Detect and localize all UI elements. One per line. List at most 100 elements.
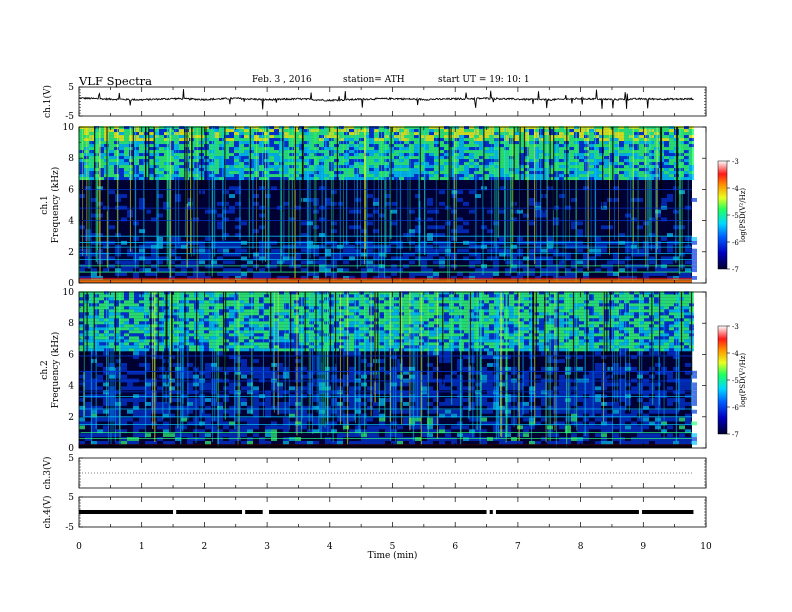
ch2-spectrogram-cell: [129, 339, 134, 343]
ch1-spectrogram-cell: [235, 252, 241, 257]
ch1-spectrogram-cell: [269, 153, 274, 157]
ch1-spectrogram-cell: [373, 197, 379, 202]
ch1-spectrogram-cell: [409, 174, 414, 178]
ch1-spectrogram-cell: [169, 147, 174, 151]
ch1-spectrogram-cell: [487, 268, 493, 273]
ch2-spectrogram-cell: [434, 336, 439, 340]
ch1-spectrogram-cell: [669, 156, 674, 160]
ch1-spectrogram-cell: [299, 174, 304, 178]
ch2-spectrogram-cell: [404, 333, 409, 337]
ch1-spectrogram-cell: [121, 194, 127, 198]
ch1-spectrogram-cell: [594, 135, 599, 139]
ch2-spectrogram-cell: [204, 297, 209, 301]
ch2-spectrogram-cell: [239, 312, 244, 316]
ch2-spectrogram-cell: [489, 315, 494, 319]
ch1-spectrogram-cell: [235, 268, 241, 273]
ch1-spectrogram-cell: [464, 144, 469, 148]
ch2-spectrogram-cell: [409, 327, 414, 331]
ch2-spectrogram-cell: [79, 333, 84, 337]
ch1-spectrogram-cell: [224, 138, 229, 142]
ch1-spectrogram-cell: [579, 144, 584, 148]
ch1-spectrogram-cell: [194, 177, 199, 181]
ch1-spectrogram-cell: [429, 135, 434, 139]
ch1-spectrogram-cell: [264, 168, 269, 172]
ch1-spectrogram-cell: [559, 177, 564, 181]
ch1-spectrogram-cell: [384, 132, 389, 136]
ch1-spectrogram-cell: [119, 147, 124, 151]
ch2-spectrogram-cell: [489, 342, 494, 346]
station-label: station= ATH: [343, 75, 405, 85]
ch1-spectrogram-cell: [299, 171, 304, 175]
ch1-spectrogram-cell: [579, 174, 584, 178]
ch1-spectrogram-cell: [639, 168, 644, 172]
ch1-spectrogram-cell: [504, 147, 509, 151]
ch1-spectrogram-cell: [475, 268, 481, 273]
ch2-spectrogram-cell: [414, 327, 419, 331]
ch1-spectrogram-cell: [439, 159, 444, 163]
ch1-spectrogram-cell: [629, 129, 634, 133]
ch1-spectrogram-cell: [493, 272, 499, 276]
ch1-spectrogram-cell: [414, 132, 419, 136]
ch1-spectrogram-cell: [319, 138, 324, 142]
ch1-spectrogram-cell: [219, 171, 224, 175]
ch2-spectrogram-cell: [389, 315, 394, 319]
ch1-spectrogram-cell: [539, 153, 544, 157]
ch1-spectrogram-cell: [134, 162, 139, 166]
ch2-spectrogram-cell: [329, 321, 334, 325]
ch1-spectrogram-cell: [259, 171, 264, 175]
ch1-spectrogram-cell: [294, 153, 299, 157]
ch2-spectrogram-cell: [264, 297, 269, 301]
ch1-spectrogram-cell: [229, 159, 234, 163]
ch1-spectrogram-cell: [103, 268, 109, 273]
ch1-spectrogram-cell: [589, 135, 594, 139]
ch1-spectrogram-cell: [614, 126, 619, 130]
ch2-spectrogram-cell: [439, 339, 444, 343]
ch1-spectrogram-cell: [229, 126, 234, 130]
ch2-spectrogram-cell: [114, 321, 119, 325]
ch1-spectrogram-cell: [579, 165, 584, 169]
ch1-spectrogram-cell: [139, 150, 144, 154]
ch2-spectrogram-cell: [374, 297, 379, 301]
ch1-spectrogram-cell: [679, 156, 684, 160]
ch1-spectrogram-cell: [444, 168, 449, 172]
ch2-spectrogram-cell: [514, 327, 519, 331]
ch1-spectrogram-cell: [415, 229, 421, 234]
ch1-spectrogram-cell: [637, 225, 643, 230]
ch1-spectrogram-cell: [509, 177, 514, 181]
ch1-spectrogram-cell: [205, 209, 211, 214]
ch2-spectrogram-cell: [264, 345, 269, 349]
ch1-spectrogram-cell: [439, 138, 444, 142]
ch2-spectrogram-cell: [274, 312, 279, 316]
ch1-spectrogram-cell: [624, 141, 629, 145]
ch1-spectrogram-cell: [541, 272, 547, 276]
ch2-spectrogram-cell: [234, 294, 239, 298]
ch1-spectrogram-cell: [544, 159, 549, 163]
ch1-spectrogram-cell: [284, 144, 289, 148]
ch1-spectrogram-cell: [524, 168, 529, 172]
ch2-spectrogram-cell: [349, 339, 354, 343]
ch2-spectrogram-cell: [364, 348, 369, 352]
ch1-spectrogram-cell: [539, 168, 544, 172]
ch1-spectrogram-cell: [259, 129, 264, 133]
ch2-spectrogram-cell: [514, 345, 519, 349]
ch1-spectrogram-cell: [284, 168, 289, 172]
ch1-spectrogram-cell: [599, 126, 604, 130]
ch1-spectrogram-cell: [484, 129, 489, 133]
ch2-spectrogram-cell: [129, 303, 134, 307]
ch1-spectrogram-cell: [584, 135, 589, 139]
ch1-spectrogram-cell: [504, 159, 509, 163]
ch2-spectrogram-cell: [219, 345, 224, 349]
ch2-spectrogram-cell: [174, 291, 179, 295]
ch2-spectrogram-cell: [99, 345, 104, 349]
ch1-spectrogram-cell: [99, 171, 104, 175]
ch1-spectrogram-cell: [689, 159, 694, 163]
ch1-spectrogram-cell: [179, 147, 184, 151]
ch1-spectrogram-cell: [667, 194, 673, 198]
ch1-spectrogram-cell: [394, 138, 399, 142]
ch1-spectrogram-cell: [149, 165, 154, 169]
ch1-spectrogram-cell: [394, 141, 399, 145]
ch2-spectrogram-cell: [354, 303, 359, 307]
ch1-spectrogram-cell: [619, 150, 624, 154]
ch2-spectrogram-cell: [304, 312, 309, 316]
ch2-spectrogram-cell: [154, 327, 159, 331]
